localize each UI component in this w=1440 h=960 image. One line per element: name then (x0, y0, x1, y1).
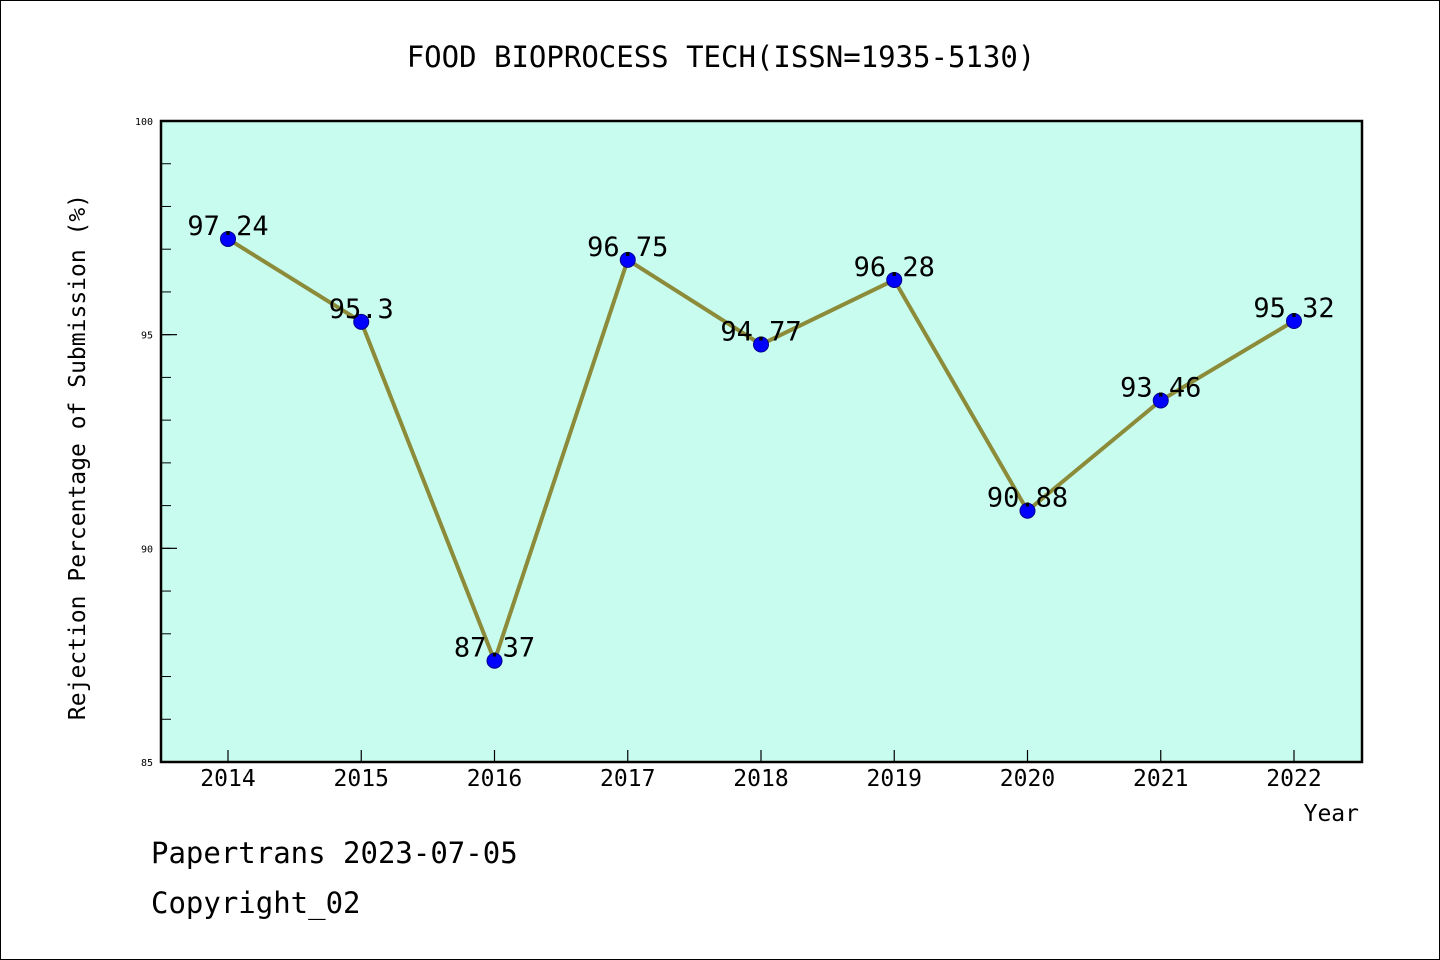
ticks-layer: 85 90 95 100 2014 2015 2016 2017 2018 2019 2020 202… (135, 117, 1322, 792)
data-label: 96.75 (587, 232, 668, 263)
data-point (619, 251, 636, 268)
x-tick-label: 2016 (467, 766, 522, 792)
data-label: 97.24 (187, 211, 268, 242)
footer-copyright-text: Copyright_02 (151, 886, 361, 920)
y-axis-label-group: Rejection Percentage of Submission (%) (65, 194, 91, 720)
y-tick-label: 95 (141, 331, 153, 342)
data-point (1286, 312, 1302, 329)
x-tick-label: 2018 (733, 766, 788, 792)
data-point (753, 336, 769, 353)
x-tick-label: 2022 (1266, 766, 1321, 792)
data-label: 93.46 (1120, 372, 1201, 403)
data-label: 96.28 (854, 252, 935, 283)
y-tick-label: 85 (141, 758, 153, 769)
data-label: 95.32 (1253, 293, 1334, 324)
data-point (486, 652, 503, 669)
data-point (1152, 392, 1169, 409)
plot-area (161, 121, 1362, 762)
y-tick-label: 90 (141, 544, 153, 555)
data-label: 90.88 (987, 483, 1068, 514)
data-point (1019, 502, 1036, 519)
plot-frame (159, 119, 1364, 764)
data-label: 87.37 (454, 633, 535, 664)
x-tick-label: 2017 (600, 766, 655, 792)
x-tick-label: 2019 (867, 766, 922, 792)
chart-title: FOOD BIOPROCESS TECH(ISSN=1935-5130) (407, 40, 1036, 74)
y-axis-label: Rejection Percentage of Submission (%) (65, 194, 91, 720)
x-tick-label: 2021 (1133, 766, 1188, 792)
data-point (353, 313, 370, 330)
series-layer: 97.24 95.3 87.37 96.75 94.77 96.28 90.88 93.46 9… (187, 211, 1335, 669)
x-tick-label: 2020 (1000, 766, 1055, 792)
y-tick-label: 100 (135, 117, 153, 128)
data-point (220, 230, 236, 247)
data-label: 95.3 (329, 294, 394, 325)
x-tick-label: 2015 (334, 766, 389, 792)
x-tick-label: 2014 (200, 766, 255, 792)
x-axis-label: Year (1304, 801, 1359, 827)
footer-date-text: Papertrans 2023-07-05 (151, 836, 518, 870)
data-label: 94.77 (720, 316, 801, 347)
data-point (886, 271, 903, 288)
